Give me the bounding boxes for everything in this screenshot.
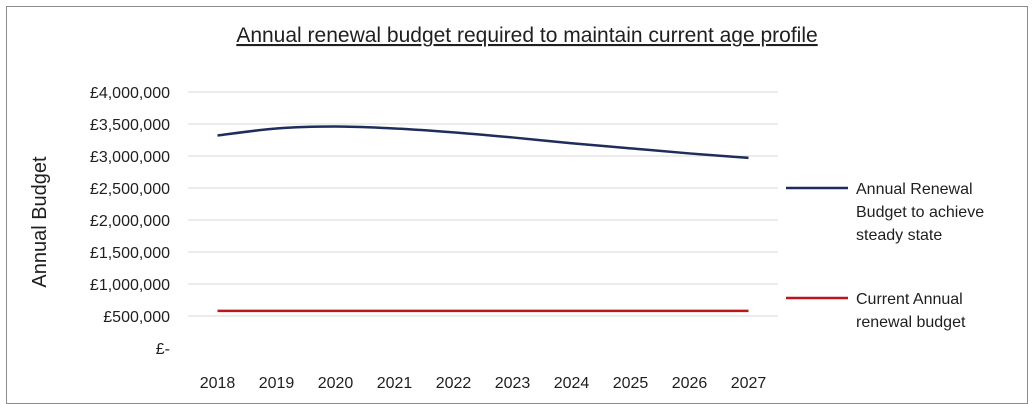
x-tick-label: 2021 [377,375,413,392]
y-tick-label: £- [156,341,170,358]
x-tick-label: 2024 [554,375,590,392]
y-tick-label: £4,000,000 [90,85,170,102]
x-tick-labels: 2018 2019 2020 2021 2022 2023 2024 2025 2026 2027 [200,375,767,392]
x-tick-label: 2022 [436,375,472,392]
x-tick-label: 2018 [200,375,236,392]
legend-label: renewal budget [856,314,966,331]
y-tick-labels: £- £500,000 £1,000,000 £1,500,000 £2,000,000… [90,85,170,358]
legend-label: Budget to achieve [856,204,984,221]
y-tick-label: £3,000,000 [90,149,170,166]
x-tick-label: 2026 [672,375,708,392]
chart-frame [6,6,1028,404]
y-tick-label: £2,500,000 [90,181,170,198]
series-line-0 [217,125,749,160]
x-tick-label: 2020 [318,375,354,392]
y-tick-label: £3,500,000 [90,117,170,134]
legend-label: steady state [856,227,942,244]
gridlines [188,91,778,317]
y-tick-label: £500,000 [103,309,170,326]
y-tick-label: £1,500,000 [90,245,170,262]
series-lines [217,125,749,313]
y-tick-label: £2,000,000 [90,213,170,230]
legend-label: Annual Renewal [856,181,973,198]
chart-title: Annual renewal budget required to mainta… [236,24,817,47]
x-tick-label: 2019 [259,375,295,392]
legend: Annual Renewal Budget to achieve steady st… [786,181,984,331]
y-axis-label: Annual Budget [29,156,51,288]
legend-label: Current Annual [856,291,963,308]
x-tick-label: 2023 [495,375,531,392]
x-tick-label: 2025 [613,375,649,392]
y-tick-label: £1,000,000 [90,277,170,294]
x-tick-label: 2027 [731,375,767,392]
